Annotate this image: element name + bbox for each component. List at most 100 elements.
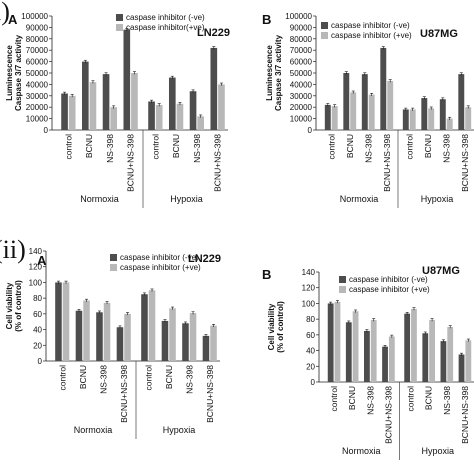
y-tick-label: 80000 [26, 35, 49, 44]
legend-label: caspase inhibitor (+ve) [349, 285, 430, 294]
bar-inhibitor-pos [387, 80, 394, 130]
y-tick-label: 20000 [26, 103, 49, 112]
y-tick-label: 80000 [290, 35, 313, 44]
bar-inhibitor-neg [202, 335, 210, 361]
x-tick-label: BCNU+NS-398 [205, 365, 215, 423]
y-tick-label: 100000 [285, 12, 312, 21]
bar-inhibitor-pos [169, 308, 176, 361]
bar-inhibitor-pos [428, 108, 435, 130]
bar-inhibitor-pos [62, 282, 70, 361]
panel-letter: B [262, 267, 271, 282]
x-tick-label: BCNU+NS-398 [382, 134, 392, 192]
group-label-normoxia: Normoxia [74, 425, 113, 435]
bar-inhibitor-pos [110, 107, 118, 130]
bar-inhibitor-neg [182, 323, 189, 361]
y-tick-label: 10000 [290, 115, 313, 124]
bar-inhibitor-neg [402, 109, 409, 130]
bar-inhibitor-neg [345, 322, 352, 382]
bar-inhibitor-neg [440, 341, 447, 382]
y-tick-label: 10000 [26, 115, 49, 124]
y-tick-label: 0 [308, 126, 313, 135]
section-label-ii: (ii) [0, 235, 26, 264]
bar-inhibitor-pos [368, 94, 375, 130]
bar-inhibitor-neg [75, 310, 83, 361]
y-tick-label: 90000 [290, 23, 313, 32]
bar-inhibitor-neg [141, 294, 148, 361]
y-tick-label: 70000 [26, 46, 49, 55]
x-tick-label: NS-398 [184, 365, 194, 394]
bar-inhibitor-neg [382, 346, 388, 382]
bar-inhibitor-neg [364, 330, 370, 382]
section-label-i: i) [0, 0, 10, 26]
legend-label: caspase inhibitor (-ve) [126, 13, 205, 22]
legend-swatch [116, 14, 123, 21]
chart-4: B U87MG Cell viability (% of control) 0 20 40 6… [262, 265, 474, 460]
bar-inhibitor-pos [411, 308, 417, 382]
x-tick-label: BCNU [345, 134, 355, 158]
bar-inhibitor-pos [370, 319, 377, 382]
y-tick-label: 140 [302, 268, 316, 277]
y-axis-label: (% of control) [14, 280, 23, 332]
y-tick-label: 50000 [290, 69, 313, 78]
y-tick-label: 70000 [290, 46, 313, 55]
y-axis-label: Luminescence [265, 45, 274, 101]
bar-inhibitor-neg [380, 47, 387, 130]
bar-inhibitor-neg [458, 354, 465, 382]
y-tick-label: 100 [29, 278, 43, 287]
bar-inhibitor-neg [361, 74, 368, 130]
bar-inhibitor-pos [148, 290, 156, 361]
chart-title: LN229 [188, 253, 221, 265]
bar-inhibitor-pos [103, 302, 111, 361]
x-tick-label: NS-398 [363, 134, 373, 163]
x-tick-label: BCNU [424, 386, 434, 410]
x-tick-label: control [63, 134, 73, 160]
y-tick-label: 50000 [26, 69, 49, 78]
bar-inhibitor-neg [123, 29, 131, 130]
y-tick-label: 40000 [26, 80, 49, 89]
legend-label: caspase inhibitor (+ve) [120, 263, 201, 272]
legend-swatch [321, 22, 328, 29]
x-tick-label: control [406, 386, 416, 412]
x-tick-label: NS-398 [442, 386, 452, 415]
bar-inhibitor-neg [422, 333, 429, 382]
legend-swatch [110, 254, 117, 261]
legend-swatch [116, 24, 123, 31]
bar-inhibitor-neg [404, 313, 411, 382]
y-tick-label: 20000 [290, 103, 313, 112]
bar-inhibitor-pos [429, 319, 435, 382]
x-tick-label: NS-398 [192, 134, 202, 163]
bar-inhibitor-neg [102, 74, 110, 130]
bar-inhibitor-neg [61, 93, 68, 130]
y-tick-label: 30000 [26, 92, 49, 101]
bar-inhibitor-neg [189, 91, 197, 130]
bar-inhibitor-pos [210, 325, 217, 361]
bar-inhibitor-neg [343, 73, 350, 130]
y-tick-label: 0 [44, 126, 49, 135]
y-tick-label: 100000 [21, 12, 48, 21]
y-tick-label: 80 [33, 294, 42, 303]
legend-label: caspase inhibitor (+ve) [331, 31, 412, 40]
x-tick-label: BCNU [171, 134, 181, 158]
bar-inhibitor-pos [155, 104, 163, 130]
bar-inhibitor-neg [116, 327, 124, 361]
x-tick-label: control [404, 134, 414, 160]
y-tick-label: 100 [302, 299, 316, 308]
chart-title: LN229 [197, 27, 230, 39]
y-tick-label: 60 [306, 331, 315, 340]
x-tick-label: BCNU [423, 134, 433, 158]
y-tick-label: 20 [306, 362, 315, 371]
y-axis-label: Cell viability [267, 303, 276, 350]
x-tick-label: control [329, 386, 339, 412]
x-tick-label: BCNU [78, 365, 88, 389]
bar-inhibitor-neg [324, 104, 331, 130]
group-label-hypoxia: Hypoxia [421, 194, 454, 204]
bar-inhibitor-neg [421, 98, 428, 130]
bar-inhibitor-pos [331, 106, 338, 130]
x-tick-label: NS-398 [98, 365, 108, 394]
bar-inhibitor-pos [465, 340, 472, 382]
y-axis-label: Luminescence [5, 45, 14, 101]
bar-inhibitor-neg [458, 74, 465, 130]
y-axis-label: (% of control) [276, 301, 285, 353]
legend-swatch [110, 264, 117, 271]
